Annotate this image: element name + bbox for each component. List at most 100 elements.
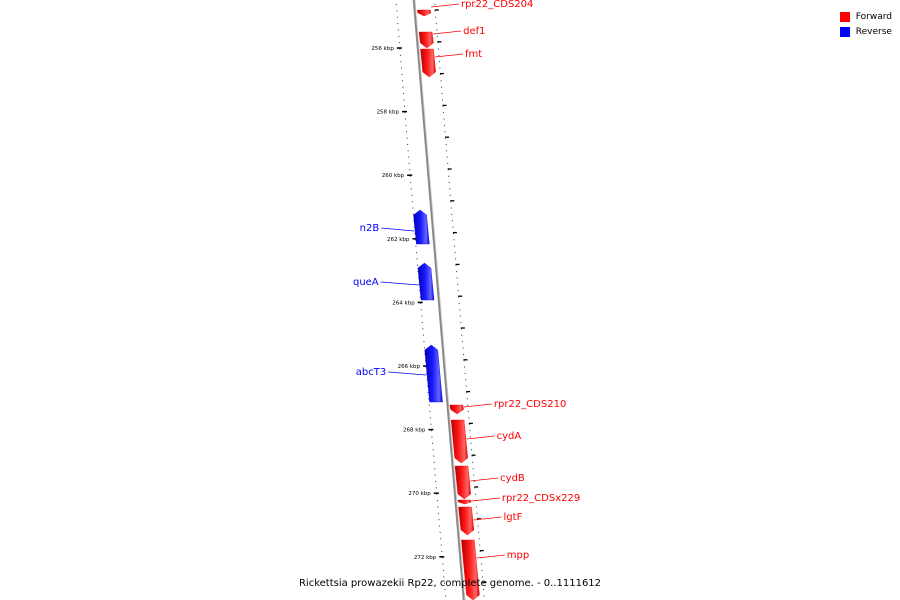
minor-tick-right xyxy=(477,525,479,527)
minor-tick-right xyxy=(456,277,458,279)
minor-tick-left xyxy=(413,220,415,222)
gene-label-fmt[interactable]: fmt xyxy=(465,49,482,60)
minor-tick-left xyxy=(404,105,406,107)
minor-tick-left xyxy=(440,544,442,546)
tick-label: 260 kbp xyxy=(382,173,405,179)
gene-label-rpr22_CDSx229[interactable]: rpr22_CDSx229 xyxy=(502,493,580,504)
minor-tick-right xyxy=(466,391,468,393)
minor-tick-right xyxy=(472,468,474,470)
minor-tick-right xyxy=(458,302,460,304)
minor-tick-left xyxy=(419,296,421,298)
minor-tick-right xyxy=(446,150,448,152)
gene-leader-line xyxy=(388,371,427,376)
minor-tick-right xyxy=(457,283,459,285)
gene-leader-line xyxy=(430,3,460,8)
gene-labels: rpr22_CDS204 def1 fmt n2B queA abcT3 rpr22_CDS… xyxy=(353,0,580,561)
minor-tick-left xyxy=(397,23,399,25)
minor-tick-right xyxy=(436,29,438,31)
minor-tick-left xyxy=(422,334,424,336)
gene-n2B[interactable] xyxy=(413,209,430,245)
minor-tick-left xyxy=(412,207,414,209)
minor-tick-left xyxy=(418,277,420,279)
minor-tick-left xyxy=(434,474,436,476)
minor-tick-right xyxy=(482,582,484,584)
gene-leader-line xyxy=(463,403,492,408)
minor-tick-right xyxy=(459,315,461,317)
minor-tick-right xyxy=(447,169,449,171)
genome-backbone xyxy=(412,0,466,600)
gene-rpr22_CDS210[interactable] xyxy=(449,404,464,415)
minor-tick-right xyxy=(449,188,451,190)
minor-tick-left xyxy=(433,455,435,457)
gene-rpr22_CDSx229[interactable] xyxy=(457,499,472,505)
minor-tick-right xyxy=(453,239,455,241)
gene-def1[interactable] xyxy=(418,31,434,49)
gene-label-abcT3[interactable]: abcT3 xyxy=(356,367,386,378)
minor-tick-left xyxy=(441,557,443,559)
gene-leader-line xyxy=(476,554,505,559)
minor-tick-right xyxy=(446,156,448,158)
minor-tick-right xyxy=(436,35,438,37)
minor-tick-left xyxy=(413,226,415,228)
minor-tick-right xyxy=(451,213,453,215)
minor-tick-left xyxy=(440,538,442,540)
gene-abcT3[interactable] xyxy=(424,344,443,403)
minor-tick-right xyxy=(474,493,476,495)
gene-label-mpp[interactable]: mpp xyxy=(507,550,529,561)
minor-tick-left xyxy=(428,398,430,400)
minor-tick-right xyxy=(462,347,464,349)
gene-label-rpr22_CDS210[interactable]: rpr22_CDS210 xyxy=(494,399,566,410)
minor-tick-left xyxy=(439,525,441,527)
gene-mpp[interactable] xyxy=(461,539,480,600)
minor-tick-right xyxy=(481,576,483,578)
minor-tick-right xyxy=(476,512,478,514)
minor-tick-left xyxy=(425,366,427,368)
gene-cydB[interactable] xyxy=(454,465,472,500)
minor-tick-left xyxy=(444,589,446,591)
gene-rpr22_CDS204[interactable] xyxy=(417,9,432,17)
gene-queA[interactable] xyxy=(417,262,435,301)
minor-tick-left xyxy=(408,156,410,158)
minor-tick-left xyxy=(416,258,418,260)
minor-tick-left xyxy=(432,449,434,451)
minor-tick-left xyxy=(396,16,398,18)
major-ticks: 256 kbp 258 kbp 260 kbp 262 kbp 264 kbp 266 k… xyxy=(371,9,487,584)
gene-label-def1[interactable]: def1 xyxy=(463,26,485,37)
gene-label-cydA[interactable]: cydA xyxy=(497,431,522,442)
minor-tick-right xyxy=(471,455,473,457)
minor-tick-right xyxy=(438,61,440,63)
minor-tick-right xyxy=(483,595,485,597)
minor-tick-left xyxy=(395,4,397,5)
minor-tick-left xyxy=(431,436,433,438)
minor-tick-right xyxy=(474,487,476,489)
minor-tick-left xyxy=(408,163,410,164)
minor-tick-right xyxy=(459,309,461,311)
minor-tick-right xyxy=(443,112,445,114)
gene-label-rpr22_CDS204[interactable]: rpr22_CDS204 xyxy=(461,0,533,10)
minor-tick-left xyxy=(415,245,417,247)
minor-tick-left xyxy=(404,112,406,114)
minor-tick-left xyxy=(406,131,408,133)
minor-tick-right xyxy=(472,461,474,463)
gene-lgtF[interactable] xyxy=(458,506,475,536)
minor-tick-right xyxy=(444,131,446,133)
minor-tick-right xyxy=(464,372,466,374)
minor-tick-right xyxy=(443,118,445,120)
minor-tick-left xyxy=(417,264,419,266)
gene-fmt[interactable] xyxy=(420,48,436,78)
minor-tick-left xyxy=(436,493,438,495)
minor-tick-left xyxy=(441,550,443,552)
minor-tick-left xyxy=(416,252,418,254)
tick-label: 268 kbp xyxy=(403,428,426,434)
gene-cydA[interactable] xyxy=(450,419,468,464)
gene-label-n2B[interactable]: n2B xyxy=(360,223,380,234)
gene-label-lgtF[interactable]: lgtF xyxy=(504,512,523,523)
gene-features xyxy=(413,9,480,600)
minor-tick-left xyxy=(421,322,423,323)
gene-label-queA[interactable]: queA xyxy=(353,277,379,288)
minor-tick-left xyxy=(414,239,416,241)
gene-label-cydB[interactable]: cydB xyxy=(500,473,525,484)
minor-tick-left xyxy=(405,118,407,120)
minor-tick-right xyxy=(483,589,485,591)
minor-tick-left xyxy=(399,48,401,50)
